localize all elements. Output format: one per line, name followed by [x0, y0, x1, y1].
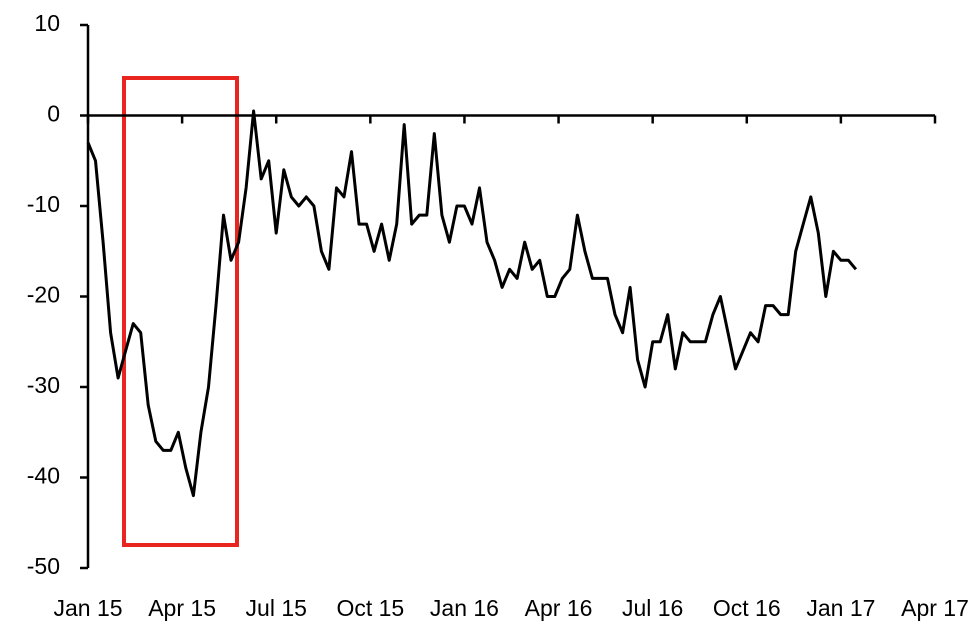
y-tick-label: 0: [47, 101, 60, 127]
x-tick-label: Jul 15: [246, 595, 307, 621]
x-tick-label: Oct 15: [336, 595, 404, 621]
highlight-box: [122, 76, 239, 547]
y-tick-label: 10: [34, 10, 60, 36]
x-tick-label: Jan 17: [806, 595, 875, 621]
y-tick-label: -10: [27, 191, 60, 217]
x-tick-label: Jul 16: [622, 595, 683, 621]
y-tick-label: -50: [27, 553, 60, 579]
x-tick-label: Apr 16: [525, 595, 593, 621]
x-tick-label: Apr 17: [901, 595, 969, 621]
x-tick-label: Oct 16: [713, 595, 781, 621]
x-tick-label: Jan 16: [430, 595, 499, 621]
data-line: [86, 109, 858, 498]
y-tick-label: -40: [27, 463, 60, 489]
x-tick-label: Apr 15: [148, 595, 216, 621]
x-tick-label: Jan 15: [53, 595, 122, 621]
y-tick-label: -30: [27, 372, 60, 398]
y-tick-label: -20: [27, 282, 60, 308]
